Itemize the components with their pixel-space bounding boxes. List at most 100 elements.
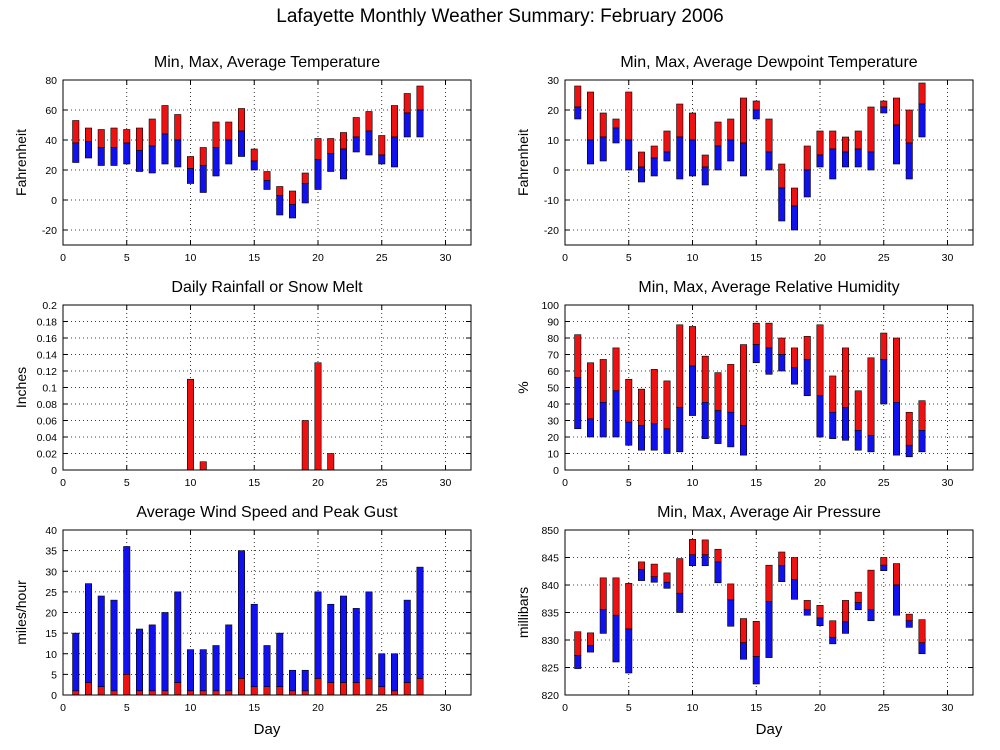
- bar-max-segment: [791, 557, 798, 580]
- bar-min-segment: [676, 136, 684, 180]
- gust-bar: [250, 603, 258, 688]
- y-axis-label: %: [515, 381, 531, 393]
- bar-max-segment: [829, 620, 837, 638]
- chart-title: Min, Max, Average Temperature: [154, 54, 380, 71]
- bar-max-segment: [842, 136, 849, 153]
- bar-min-segment: [854, 430, 862, 451]
- bar-min-segment: [289, 204, 296, 219]
- x-tick-label: 15: [750, 477, 762, 489]
- bar-min-segment: [689, 365, 696, 416]
- bar-min-segment: [676, 407, 684, 453]
- bar-max-segment: [880, 557, 888, 566]
- x-tick-label: 25: [878, 252, 890, 264]
- x-tick-label: 20: [312, 702, 324, 714]
- bar-max-segment: [650, 145, 658, 159]
- bar-min-segment: [714, 145, 722, 171]
- y-tick-label: 850: [541, 525, 559, 537]
- bar-min-segment: [803, 609, 811, 616]
- bar-max-segment: [212, 121, 220, 148]
- x-tick-label: 30: [942, 252, 954, 264]
- bar-min-segment: [416, 109, 424, 138]
- avg-wind-bar: [187, 690, 194, 696]
- avg-wind-bar: [391, 690, 398, 696]
- bar-max-segment: [842, 600, 849, 623]
- y-axis-label: Inches: [13, 367, 29, 408]
- y-tick-label: 0.06: [37, 416, 58, 428]
- bar-min-segment: [340, 148, 347, 180]
- bar-max-segment: [854, 390, 862, 431]
- bar-max-segment: [867, 357, 875, 436]
- bar-min-segment: [905, 444, 913, 458]
- bar-max-segment: [574, 85, 582, 108]
- bar-max-segment: [867, 569, 875, 611]
- bar-max-segment: [880, 100, 888, 108]
- y-tick-label: 60: [45, 105, 57, 117]
- y-tick-label: 845: [541, 553, 559, 565]
- bar-max-segment: [225, 121, 233, 141]
- bar-max-segment: [314, 138, 322, 160]
- y-tick-label: 10: [547, 135, 559, 147]
- bar-max-segment: [689, 326, 696, 367]
- y-tick-label: 825: [541, 663, 559, 675]
- avg-wind-bar: [314, 678, 322, 696]
- bars: [574, 539, 926, 685]
- bar-max-segment: [893, 563, 900, 586]
- bar-max-segment: [816, 130, 824, 156]
- bar-min-segment: [625, 139, 633, 171]
- bar-min-segment: [918, 430, 926, 453]
- page-title: Lafayette Monthly Weather Summary: Febru…: [276, 6, 724, 27]
- bars: [574, 82, 926, 231]
- y-tick-label: 0: [51, 465, 57, 477]
- bar-min-segment: [740, 642, 747, 660]
- bar-min-segment: [365, 130, 373, 156]
- chart-title: Min, Max, Average Dewpoint Temperature: [620, 54, 917, 71]
- bar-max-segment: [701, 154, 709, 168]
- gust-bar: [391, 653, 398, 692]
- bar-min-segment: [842, 407, 849, 441]
- bar-min-segment: [842, 151, 849, 168]
- x-tick-label: 30: [942, 702, 954, 714]
- y-tick-label: 30: [547, 75, 559, 87]
- bar-min-segment: [72, 142, 80, 163]
- y-tick-label: 0.1: [42, 383, 57, 395]
- rain-bar: [187, 378, 194, 471]
- bar-min-segment: [587, 645, 594, 653]
- bar-min-segment: [740, 425, 747, 456]
- y-tick-label: 820: [541, 690, 559, 702]
- bar-max-segment: [574, 334, 582, 378]
- bar-min-segment: [727, 411, 735, 448]
- y-tick-label: 835: [541, 608, 559, 620]
- gust-bar: [263, 645, 271, 688]
- x-tick-label: 10: [185, 252, 197, 264]
- x-tick-label: 0: [562, 252, 568, 264]
- bar-min-segment: [778, 187, 786, 222]
- x-tick-label: 0: [562, 477, 568, 489]
- y-axis-label: millibars: [515, 587, 531, 638]
- gust-bar: [327, 603, 335, 683]
- y-tick-label: 40: [45, 525, 57, 537]
- bar-max-segment: [701, 539, 709, 556]
- bar-max-segment: [905, 109, 913, 144]
- bar-max-segment: [727, 364, 735, 413]
- gust-bar: [301, 669, 309, 692]
- x-tick-label: 10: [687, 252, 699, 264]
- bar-max-segment: [612, 347, 620, 392]
- bar-max-segment: [740, 618, 747, 644]
- bar-min-segment: [663, 151, 671, 162]
- gust-bar: [289, 669, 296, 692]
- avg-wind-bar: [276, 686, 284, 696]
- bar-max-segment: [829, 130, 837, 150]
- bars: [72, 85, 424, 219]
- y-tick-label: 10: [45, 649, 57, 661]
- bar-min-segment: [161, 133, 169, 165]
- avg-wind-bar: [340, 682, 347, 696]
- bar-min-segment: [765, 151, 773, 171]
- gust-bar: [174, 591, 182, 683]
- bar-min-segment: [727, 139, 735, 162]
- bar-max-segment: [663, 572, 671, 583]
- bar-min-segment: [123, 142, 131, 165]
- gust-bar: [403, 599, 411, 683]
- avg-wind-bar: [136, 690, 143, 696]
- bar-min-segment: [880, 106, 888, 114]
